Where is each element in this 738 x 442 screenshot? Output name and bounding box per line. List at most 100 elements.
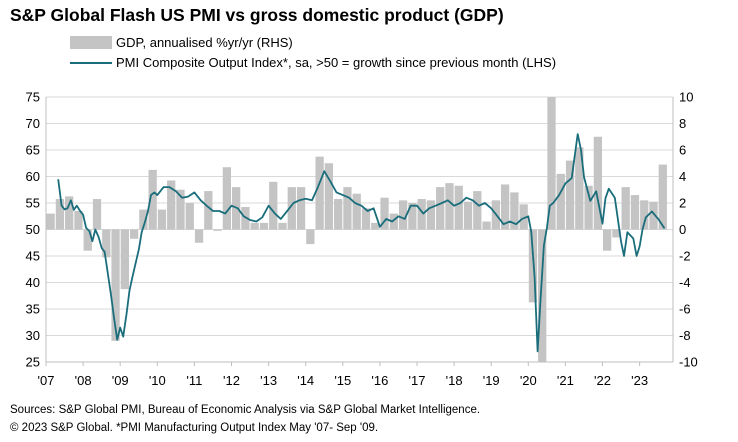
gdp-bar (167, 180, 176, 230)
gdp-bar (139, 209, 148, 230)
y-right-tick-label: -4 (679, 275, 691, 290)
y-left-tick-label: 30 (26, 328, 40, 343)
gdp-bar (463, 201, 473, 230)
gdp-bar (380, 197, 389, 230)
x-tick-label: '20 (520, 373, 537, 388)
y-left-tick-label: 75 (26, 90, 40, 105)
gdp-bar (389, 213, 398, 230)
x-tick-label: '18 (446, 373, 463, 388)
gdp-bar (306, 229, 315, 245)
x-tick-label: '19 (483, 373, 500, 388)
gdp-bar (565, 160, 575, 230)
x-tick-label: '09 (112, 373, 129, 388)
gdp-bar (408, 203, 417, 230)
x-tick-label: '08 (75, 373, 92, 388)
y-left-tick-label: 60 (26, 169, 40, 184)
y-left-tick-label: 50 (26, 222, 40, 237)
legend-label-gdp: GDP, annualised %yr/yr (RHS) (116, 35, 293, 50)
y-right-tick-label: -8 (679, 328, 691, 343)
gdp-bar (436, 187, 445, 230)
y-right-tick-label: 2 (679, 196, 686, 211)
x-tick-label: '23 (631, 373, 648, 388)
legend-item-gdp: GDP, annualised %yr/yr (RHS) (70, 35, 293, 50)
y-left-tick-label: 40 (26, 275, 40, 290)
y-right-tick-label: 8 (679, 116, 686, 131)
x-tick-label: '12 (223, 373, 240, 388)
gdp-bar (111, 229, 120, 341)
gdp-bar (185, 203, 194, 230)
gdp-bar (296, 187, 306, 230)
gdp-bar (315, 156, 324, 230)
y-left-tick-label: 25 (26, 355, 40, 370)
gdp-bar (343, 187, 352, 230)
gdp-bar (92, 199, 102, 230)
x-tick-label: '11 (186, 373, 202, 388)
gdp-bar (269, 181, 278, 230)
y-right-tick-label: 4 (679, 169, 686, 184)
gdp-bar (278, 222, 287, 230)
gdp-bar (74, 210, 83, 230)
pmi-line-layer (57, 133, 666, 353)
x-tick-label: '13 (260, 373, 277, 388)
gdp-bar (120, 229, 129, 290)
gdp-bar (547, 97, 556, 230)
gdp-bar (630, 195, 640, 230)
legend-swatch-gdp (70, 36, 112, 49)
gdp-bar (621, 187, 630, 230)
y-left-tick-label: 35 (26, 302, 40, 317)
gdp-bar (204, 191, 213, 230)
gdp-bar (510, 192, 519, 230)
gdp-bar (222, 167, 232, 230)
gdp-bar (334, 199, 343, 230)
y-left-tick-label: 45 (26, 249, 40, 264)
gdp-bar (454, 185, 463, 230)
y-right-tick-label: -2 (679, 249, 691, 264)
x-tick-label: '15 (334, 373, 351, 388)
gdp-bar (649, 201, 658, 230)
gdp-bar (324, 163, 334, 230)
legend-label-pmi: PMI Composite Output Index*, sa, >50 = g… (116, 55, 557, 70)
gdp-bar (640, 200, 649, 230)
gdp-bar (584, 185, 593, 230)
y-right-tick-label: 6 (679, 143, 686, 158)
gdp-bar (473, 191, 482, 230)
gdp-bar (148, 169, 157, 230)
gdp-bar (612, 229, 621, 238)
y-right-tick-label: -10 (679, 355, 698, 370)
gdp-bar (500, 184, 510, 230)
gdp-bar (426, 200, 436, 230)
gdp-bar (658, 164, 667, 230)
gdp-bar (398, 200, 408, 230)
gdp-bar (102, 229, 111, 258)
source-note: Sources: S&P Global PMI, Bureau of Econo… (10, 404, 481, 416)
gdp-bar (157, 209, 167, 230)
gdp-bar (417, 199, 426, 230)
gdp-bar (55, 199, 65, 230)
gdp-bar (259, 222, 269, 230)
y-right-tick-label: 0 (679, 222, 686, 237)
gdp-bar (482, 221, 491, 230)
x-tick-label: '16 (371, 373, 388, 388)
chart-title: S&P Global Flash US PMI vs gross domesti… (10, 5, 504, 25)
x-tick-label: '22 (594, 373, 611, 388)
y-left-tick-label: 65 (26, 143, 40, 158)
y-left-tick-label: 70 (26, 116, 40, 131)
gdp-bar (556, 173, 565, 230)
gdp-bar (593, 136, 603, 230)
gdp-bar (445, 183, 454, 230)
gdp-bar (194, 229, 204, 243)
legend-swatch-pmi (70, 61, 112, 64)
gdp-bars (46, 97, 667, 362)
gdp-bar (83, 229, 92, 251)
legend-item-pmi: PMI Composite Output Index*, sa, >50 = g… (70, 55, 556, 70)
gdp-bar (603, 229, 612, 251)
gdp-bar (575, 147, 584, 230)
gdp-bar (65, 196, 74, 230)
x-tick-label: '07 (38, 373, 55, 388)
gdp-bar (538, 229, 547, 362)
axes: 25 30 35 40 45 50 55 60 65 70 75 -10 -8 -6 -4 -2 0 2 4 6 8 10… (26, 90, 698, 389)
gdp-bar (371, 222, 380, 230)
gdp-bar (176, 189, 185, 230)
gdp-bar (250, 222, 259, 230)
